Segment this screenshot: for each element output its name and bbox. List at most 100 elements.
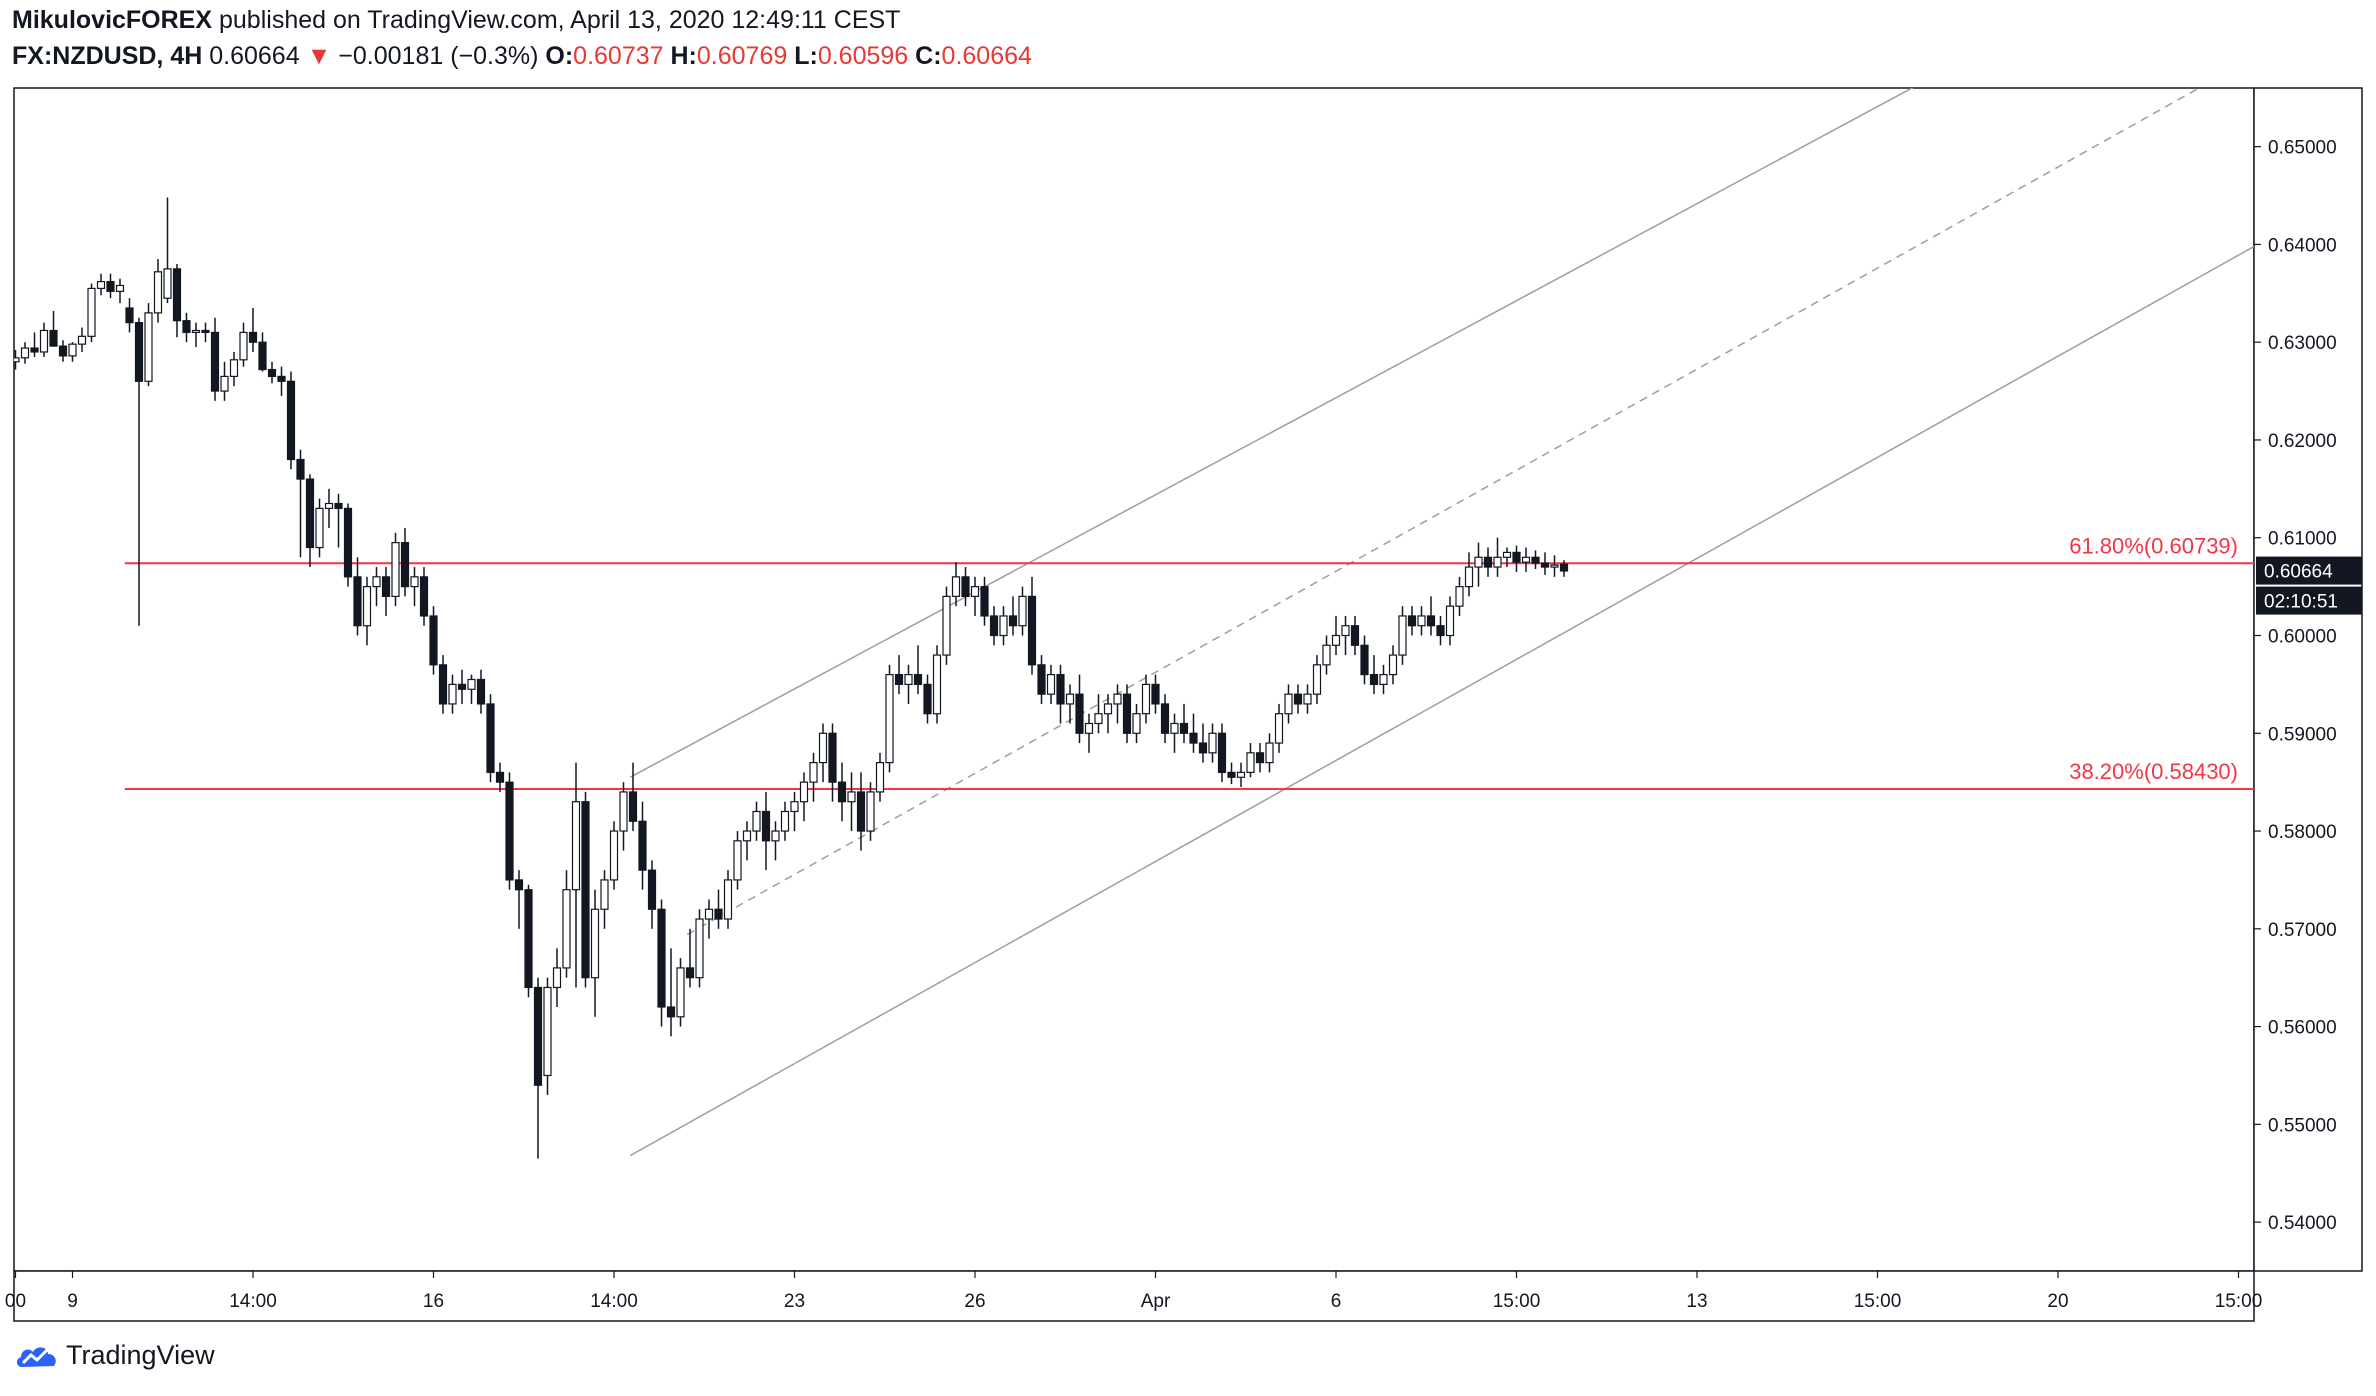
candle	[1208, 723, 1217, 763]
candle-body	[543, 986, 552, 1077]
y-tick-label: 0.61000	[2268, 529, 2337, 550]
candle-body	[837, 781, 847, 803]
candle-body	[1398, 615, 1407, 656]
high-label: H:	[670, 42, 697, 70]
candle-body	[771, 830, 780, 842]
candle	[381, 567, 391, 616]
candle	[552, 948, 562, 1008]
candle	[1179, 703, 1189, 744]
candle-body	[1008, 615, 1018, 627]
x-axis-ticks: 00 9 14:00 16 14:00 23 26 Apr 6 15:00 13 15:00 20 15:…	[5, 1271, 2262, 1312]
candle	[1189, 713, 1198, 753]
candle	[799, 772, 809, 822]
candle	[961, 567, 970, 607]
candle-body	[676, 967, 685, 1018]
candle	[1398, 606, 1407, 665]
x-tick-label: 15:00	[1854, 1291, 1902, 1312]
candle-body	[1246, 752, 1255, 773]
candle-body	[1293, 693, 1303, 705]
current-price-text: 0.60664	[2264, 562, 2333, 583]
candle-body	[761, 810, 771, 842]
candle-body	[1103, 703, 1113, 715]
candle	[533, 977, 543, 1159]
plot-area[interactable]	[13, 87, 2255, 1272]
x-tick-label: 6	[1331, 1291, 1342, 1312]
author-name[interactable]: MikulovicFOREX	[12, 6, 213, 34]
candle-body	[828, 732, 837, 783]
candle	[1502, 547, 1512, 568]
candle-body	[818, 732, 828, 764]
candle	[1284, 684, 1293, 724]
candle	[400, 527, 410, 597]
candle	[970, 576, 980, 616]
candle	[619, 782, 628, 851]
candle	[923, 674, 932, 724]
candle	[191, 322, 201, 348]
candle	[68, 342, 77, 362]
candle	[733, 831, 742, 890]
candle-body	[286, 380, 296, 461]
candle-body	[381, 576, 391, 597]
candle-body	[657, 908, 666, 1008]
candle	[695, 909, 704, 988]
candle	[334, 493, 343, 548]
x-tick-label: 23	[784, 1291, 805, 1312]
candle	[1170, 713, 1179, 753]
close-label: C:	[915, 42, 942, 70]
bar-timer-text: 02:10:51	[2264, 592, 2338, 613]
y-tick-label: 0.56000	[2268, 1018, 2337, 1039]
candle-body	[353, 576, 362, 627]
candle-body	[1027, 595, 1037, 666]
candle	[172, 263, 182, 338]
candle	[1198, 723, 1208, 763]
candle-body	[400, 542, 410, 588]
candle	[1293, 684, 1303, 714]
candle	[742, 821, 752, 861]
candle-body	[144, 312, 153, 382]
candle-body	[1198, 742, 1208, 754]
candle	[647, 860, 657, 929]
candles[interactable]	[12, 197, 1569, 1159]
symbol-label[interactable]: FX:NZDUSD, 4H	[12, 42, 203, 70]
candle	[676, 958, 685, 1027]
candle	[666, 948, 676, 1037]
candle-body	[1407, 615, 1417, 627]
candle-body	[1113, 693, 1122, 705]
candle	[1521, 547, 1531, 572]
candle-body	[1037, 664, 1046, 695]
candle-body	[68, 343, 77, 357]
channel-lower-line	[629, 245, 2254, 1157]
candle	[904, 664, 913, 704]
x-tick-label: Apr	[1141, 1291, 1171, 1312]
fib-levels[interactable]: 61.80%(0.60739) 38.20%(0.58430)	[124, 533, 2254, 791]
candle-body	[448, 683, 457, 705]
candle-body	[229, 359, 239, 378]
candle	[1512, 545, 1521, 572]
tradingview-footer[interactable]: TradingView	[14, 1340, 215, 1371]
candle	[286, 371, 296, 470]
candle-body	[1151, 683, 1160, 705]
candle-body	[571, 801, 581, 891]
time-axis[interactable]	[13, 1270, 2255, 1322]
candle	[87, 283, 96, 343]
parallel-channel[interactable]	[629, 0, 2376, 1157]
price-axis[interactable]	[2253, 87, 2363, 1272]
candle-body	[1217, 732, 1227, 773]
candle-body	[562, 889, 571, 969]
candle	[1236, 762, 1246, 788]
candle-body	[733, 840, 742, 881]
candle	[1331, 615, 1341, 656]
candle-body	[315, 507, 324, 549]
candle-body	[524, 889, 533, 989]
candle-body	[609, 830, 619, 881]
candle	[1075, 674, 1084, 744]
candle-body	[277, 375, 286, 382]
candle-body	[1056, 674, 1065, 705]
candle	[115, 278, 125, 304]
candle-body	[1255, 752, 1265, 764]
candle-body	[1322, 644, 1331, 666]
candle-body	[1170, 722, 1179, 734]
candle-body	[989, 615, 999, 637]
candle	[609, 821, 619, 890]
